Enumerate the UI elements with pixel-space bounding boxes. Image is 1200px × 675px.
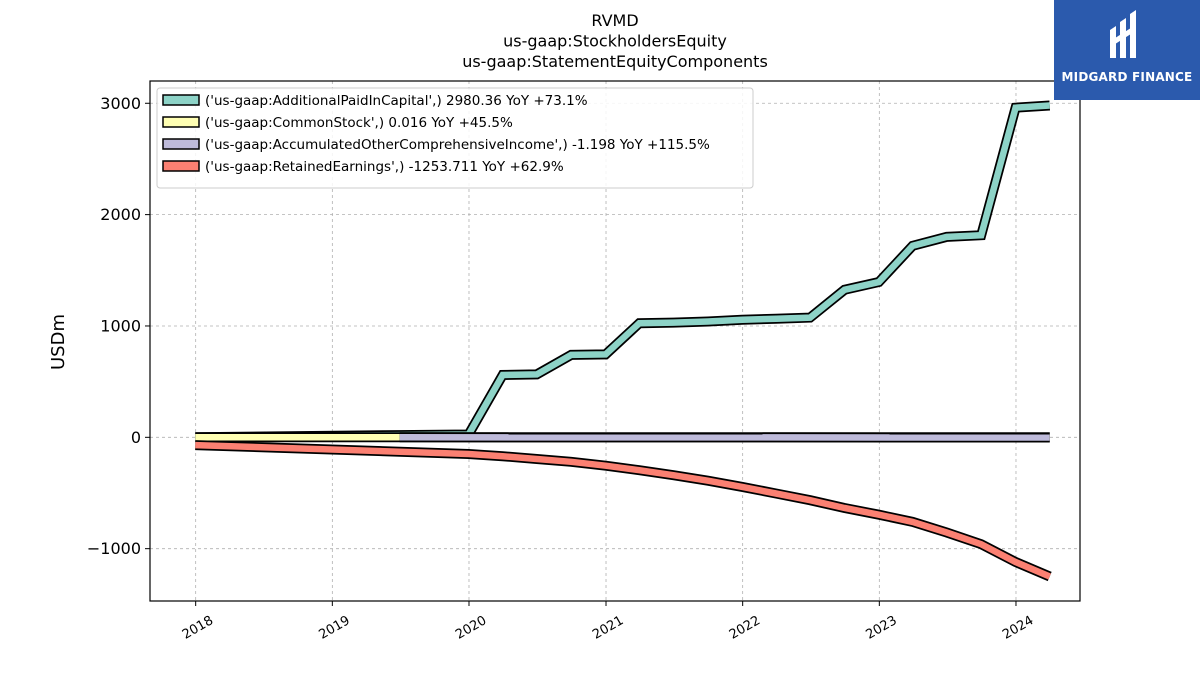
x-tick-label: 2019 [317, 613, 353, 643]
x-tick-label: 2020 [453, 613, 489, 643]
x-tick-label: 2023 [863, 613, 899, 643]
y-tick-label: 0 [131, 428, 141, 447]
x-tick-label: 2018 [180, 613, 216, 643]
legend-swatch [162, 138, 200, 150]
chart-title: RVMD us-gaap:StockholdersEquityus-gaap:St… [462, 11, 768, 71]
y-tick-label: 1000 [100, 316, 141, 335]
y-axis-label: USDm [48, 314, 69, 370]
chart-title-line: RVMD [591, 11, 638, 30]
legend: ('us-gaap:AdditionalPaidInCapital',) 298… [156, 87, 754, 189]
legend-label: ('us-gaap:RetainedEarnings',) -1253.711 … [205, 159, 564, 175]
y-tick-label: 3000 [100, 94, 141, 113]
chart-title-line: us-gaap:StockholdersEquity [503, 32, 727, 51]
legend-box [156, 87, 754, 189]
y-tick-label: −1000 [87, 539, 141, 558]
y-axis: 3000 2000 1000 0 −1000 [87, 94, 150, 558]
x-tick-label: 2022 [727, 613, 763, 643]
plot-frame [149, 80, 1081, 602]
chart-title-line: us-gaap:StatementEquityComponents [462, 52, 768, 71]
x-tick-label: 2024 [1000, 613, 1036, 643]
midgard-finance-logo: MIDGARD FINANCE [1054, 0, 1200, 100]
series-line [195, 441, 1051, 580]
x-axis: 2018 2019 2020 2021 2022 2023 2024 [180, 601, 1036, 643]
y-tick-label: 2000 [100, 205, 141, 224]
series-line [195, 102, 1050, 441]
legend-swatch [162, 116, 200, 128]
x-tick-label: 2021 [590, 613, 626, 643]
series-lines [195, 100, 1052, 582]
legend-label: ('us-gaap:CommonStock',) 0.016 YoY +45.5… [205, 115, 513, 131]
logo-mark-icon [1110, 10, 1136, 58]
legend-swatch [162, 160, 200, 172]
legend-label: ('us-gaap:AccumulatedOtherComprehensiveI… [205, 137, 710, 153]
logo-text: MIDGARD FINANCE [1061, 70, 1193, 84]
legend-label: ('us-gaap:AdditionalPaidInCapital',) 298… [205, 93, 588, 109]
legend-swatch [162, 94, 200, 106]
